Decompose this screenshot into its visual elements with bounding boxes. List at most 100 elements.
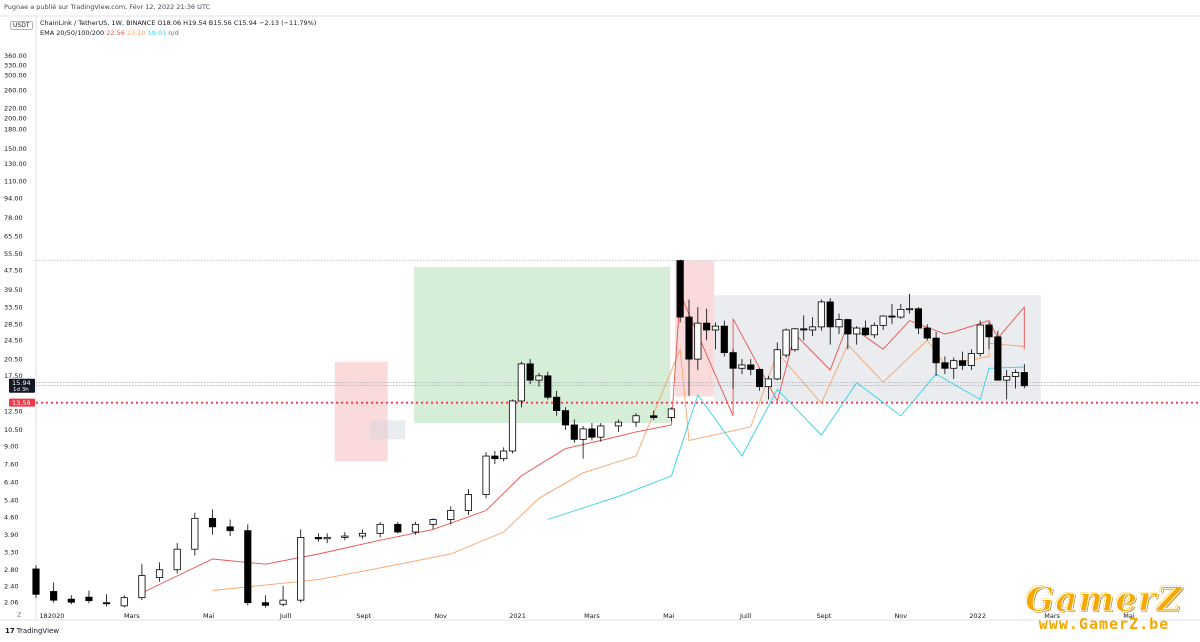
candle-body-down [985,324,993,338]
candle[interactable] [597,423,605,442]
candle[interactable] [261,595,270,608]
candle[interactable] [835,313,843,334]
candle[interactable] [826,298,834,345]
candle[interactable] [526,359,534,385]
candle[interactable] [747,359,755,376]
candle[interactable] [950,357,958,379]
ema100-line[interactable] [547,366,1025,520]
candle-body-up [508,400,517,452]
timezone-button[interactable]: Z [17,611,22,619]
candle[interactable] [967,349,975,370]
candle[interactable] [429,518,437,530]
candle[interactable] [667,407,675,422]
candle[interactable] [553,390,561,416]
zone-green[interactable] [414,266,671,424]
candle[interactable] [173,543,181,574]
candle[interactable] [508,399,517,454]
candle[interactable] [394,521,402,534]
candle[interactable] [447,506,455,525]
candle[interactable] [535,372,543,387]
candle[interactable] [932,331,940,376]
candle[interactable] [491,451,499,465]
candle[interactable] [500,447,508,462]
ema50-line[interactable] [212,339,1025,591]
candle[interactable] [800,315,808,341]
candle[interactable] [85,590,93,604]
y-tick-label: 260.00 [4,87,27,95]
candle[interactable] [482,452,490,499]
candle[interactable] [791,328,799,352]
candle[interactable] [632,413,640,427]
candle[interactable] [138,564,146,601]
candle[interactable] [756,368,764,391]
candle[interactable] [376,521,384,538]
legend-ema-label[interactable]: EMA 20/50/100/200 [40,29,105,37]
candle[interactable] [544,371,552,400]
candle[interactable] [870,322,878,339]
candle[interactable] [923,324,931,341]
candle[interactable] [244,524,252,606]
candle[interactable] [906,293,914,314]
candle[interactable] [773,342,781,381]
candle[interactable] [570,419,578,443]
candle[interactable] [67,595,75,605]
candle[interactable] [1020,364,1028,389]
candle[interactable] [994,330,1002,381]
candle[interactable] [720,320,728,357]
candle[interactable] [561,407,570,430]
tradingview-brand[interactable]: 17 TradingView [5,627,59,635]
candle[interactable] [358,529,367,539]
candle[interactable] [914,307,923,334]
candle[interactable] [191,512,199,556]
ema20-line[interactable] [141,293,1025,594]
zone-red[interactable] [334,361,388,462]
y-tick-label: 39.50 [4,286,23,294]
candle[interactable] [861,320,870,337]
currency-badge[interactable]: USDT [10,21,33,30]
candle[interactable] [650,410,658,421]
candle[interactable] [703,308,711,341]
candle[interactable] [817,299,825,331]
candle[interactable] [464,489,472,515]
candle[interactable] [314,533,322,542]
candle[interactable] [888,304,896,325]
candle[interactable] [711,322,720,350]
candle[interactable] [853,326,861,345]
candle[interactable] [614,419,622,432]
candle[interactable] [976,320,984,357]
candle[interactable] [1011,369,1020,389]
candle[interactable] [738,359,746,375]
candle[interactable] [208,509,217,535]
candle[interactable] [782,328,790,358]
candle[interactable] [297,529,305,603]
candle[interactable] [879,315,887,330]
candle[interactable] [588,423,596,441]
candle[interactable] [1003,369,1011,400]
candle[interactable] [808,317,817,337]
candle[interactable] [941,356,949,375]
candle[interactable] [155,562,164,582]
candle[interactable] [32,565,40,599]
legend-symbol[interactable]: ChainLink / TetherUS, 1W, BINANCE [40,19,156,27]
candle[interactable] [517,361,525,408]
candle[interactable] [226,519,234,537]
candle[interactable] [411,521,420,535]
candle[interactable] [279,586,287,607]
candle[interactable] [50,582,58,603]
candle[interactable] [103,594,111,607]
candle[interactable] [120,595,128,608]
candle[interactable] [764,375,773,400]
candle[interactable] [985,322,993,350]
candle[interactable] [729,349,737,389]
candle[interactable] [694,307,702,370]
candle[interactable] [676,259,684,323]
candle[interactable] [323,533,331,544]
zone-gray[interactable] [370,420,406,440]
candle[interactable] [579,425,587,459]
candle[interactable] [958,351,967,370]
candle[interactable] [341,531,349,541]
candle[interactable] [897,304,905,319]
candle[interactable] [844,318,852,350]
candle[interactable] [685,299,693,396]
